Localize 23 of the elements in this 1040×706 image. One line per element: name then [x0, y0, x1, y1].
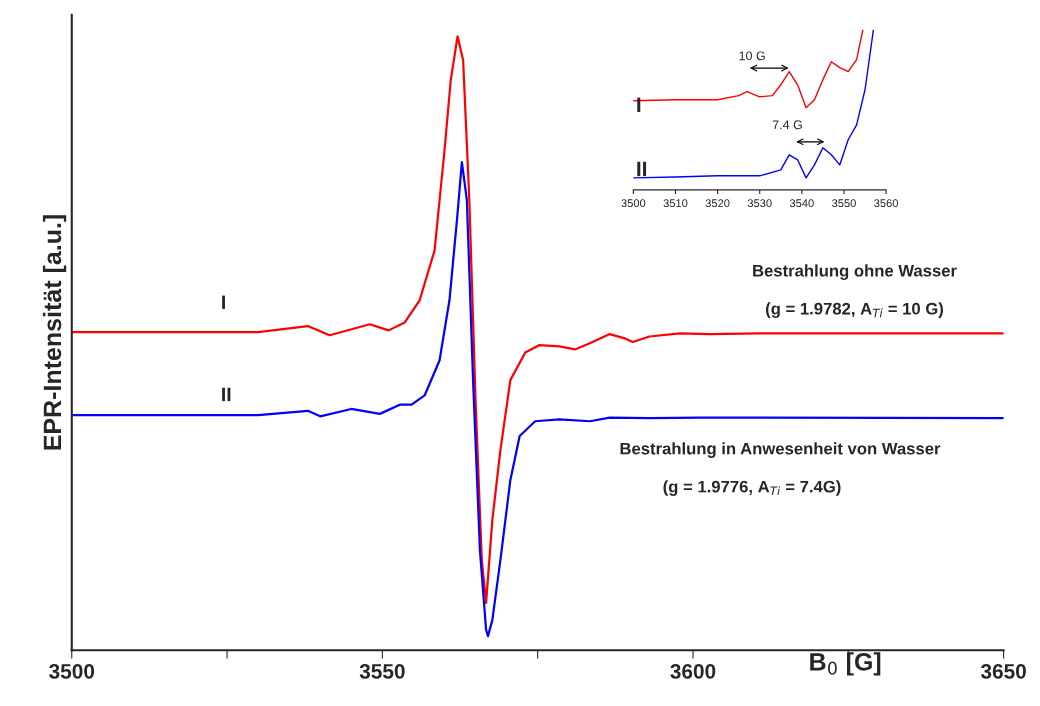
annotation: 10 G	[739, 51, 765, 61]
x-tick-label: 3550	[359, 663, 405, 679]
annotation: I	[637, 97, 641, 112]
annotation: 7.4 G	[772, 120, 802, 130]
x-axis-title: B$_{0}$ [G]	[810, 652, 881, 676]
x-tick-label: 3550	[832, 199, 856, 208]
x-tick-label: 3560	[874, 199, 899, 208]
x-tick-label: 3500	[49, 663, 95, 679]
x-tick-label: 3530	[747, 199, 772, 208]
annotation: (g = 1.9776, A$_{Ti}$ = 7.4G)	[663, 480, 841, 496]
x-tick-label: 3510	[663, 199, 688, 208]
x-tick-label: 3540	[789, 199, 814, 208]
annotation: II	[637, 161, 647, 177]
x-tick-label: 3650	[980, 663, 1026, 679]
annotation: (g = 1.9782, A$_{Ti}$ = 10 G)	[766, 302, 943, 318]
x-tick-label: 3500	[621, 199, 646, 208]
annotation: II	[222, 387, 231, 402]
annotation: Bestrahlung in Anwesenheit von Wasser	[620, 442, 941, 458]
annotation: Bestrahlung ohne Wasser	[753, 264, 957, 280]
x-tick-label: 3520	[705, 199, 730, 208]
y-axis-title: EPR-Intensität [a.u.]	[42, 215, 67, 450]
x-tick-label: 3600	[670, 663, 716, 679]
annotation: I	[222, 295, 225, 309]
